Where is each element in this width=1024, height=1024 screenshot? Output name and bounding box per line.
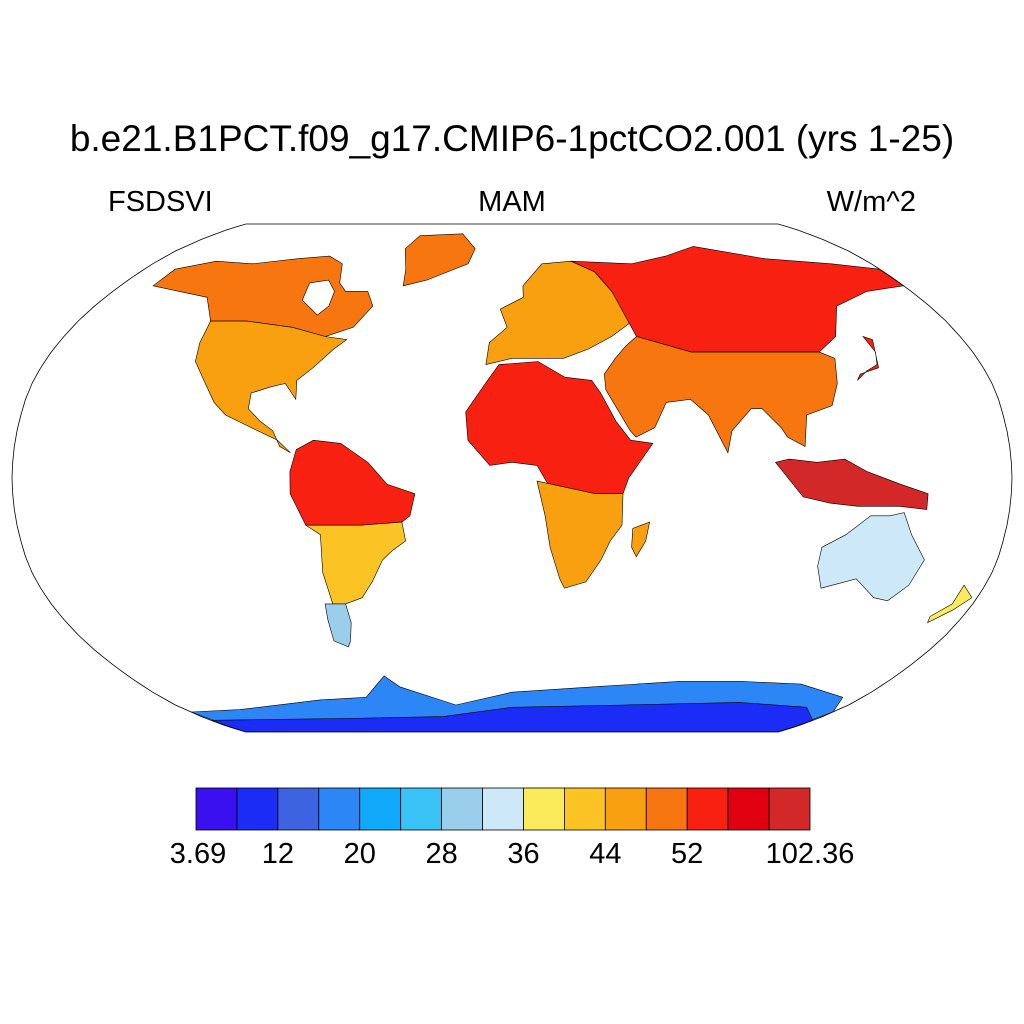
- region-antarctica-interior: [211, 702, 814, 732]
- colorbar-tick-label: 52: [671, 838, 704, 870]
- colorbar-tick-label: 44: [589, 838, 622, 870]
- region-hudson-bay: [301, 279, 335, 316]
- colorbar-swatch: [277, 787, 320, 831]
- region-north-america-south: [195, 320, 348, 454]
- colorbar-swatch: [523, 787, 565, 831]
- variable-label: FSDSVI: [108, 186, 213, 218]
- region-africa-north: [465, 361, 654, 494]
- region-south-america-north: [289, 439, 416, 526]
- colorbar-tick-label: 28: [425, 838, 458, 870]
- colorbar-tick-label: 20: [343, 838, 376, 870]
- colorbar-swatch: [441, 787, 483, 831]
- region-asia-south: [603, 336, 838, 454]
- region-north-america-north: [152, 255, 374, 337]
- colorbar-swatch: [359, 787, 402, 831]
- region-south-america-south: [324, 603, 352, 648]
- region-southeast-asia-islands: [774, 458, 929, 510]
- colorbar-tick-label: 12: [261, 838, 294, 870]
- colorbar-swatch: [564, 787, 606, 831]
- colorbar-swatch: [400, 787, 443, 831]
- colorbar-swatch: [604, 787, 647, 831]
- region-greenland: [402, 233, 476, 287]
- map-regions: [152, 233, 973, 732]
- season-label: MAM: [478, 186, 546, 218]
- region-new-zealand: [927, 584, 973, 624]
- colorbar-swatch: [318, 787, 361, 831]
- map-border: [11, 223, 1013, 733]
- region-japan: [857, 335, 879, 381]
- colorbar-tick-label: 3.69: [169, 838, 227, 870]
- units-label: W/m^2: [826, 186, 916, 218]
- colorbar-swatch: [686, 787, 729, 831]
- region-asia-north: [570, 246, 905, 353]
- colorbar-swatch: [645, 787, 688, 831]
- plot-title: b.e21.B1PCT.f09_g17.CMIP6-1pctCO2.001 (y…: [69, 118, 955, 159]
- colorbar-swatch: [195, 787, 238, 831]
- colorbar-swatch: [482, 787, 524, 831]
- colorbar-swatch: [768, 787, 811, 831]
- colorbar-swatch: [727, 787, 770, 831]
- colorbar-swatch: [236, 787, 279, 831]
- region-south-america-mid: [304, 521, 406, 605]
- region-australia: [817, 512, 925, 602]
- colorbar-tick-label: 102.36: [765, 838, 855, 870]
- region-madagascar: [631, 521, 651, 558]
- colorbar-tick-label: 36: [507, 838, 540, 870]
- region-africa-south: [536, 480, 624, 589]
